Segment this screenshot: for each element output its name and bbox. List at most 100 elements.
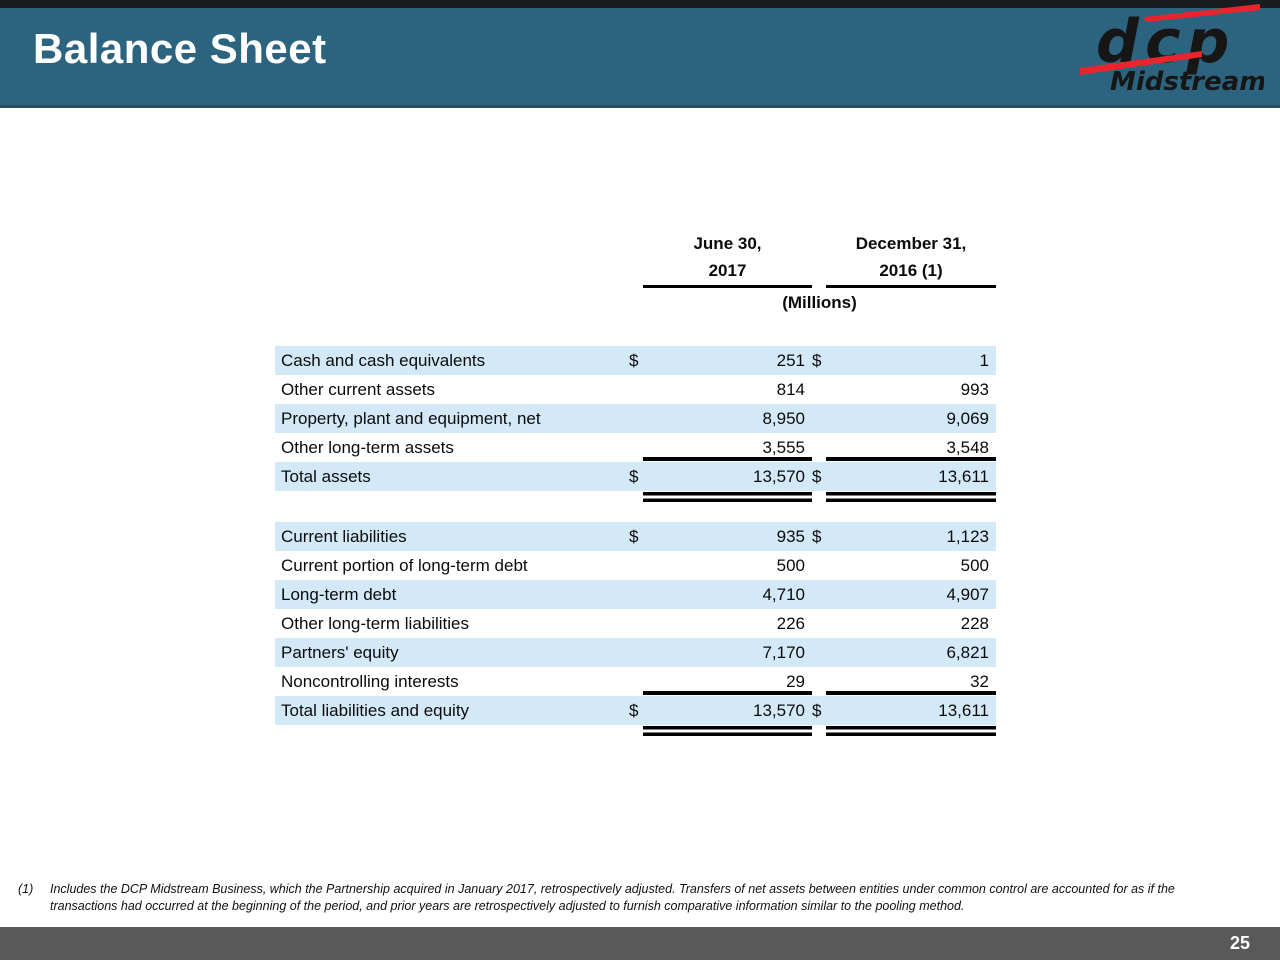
table-row: Partners' equity 7,170 6,821: [275, 638, 996, 667]
value-jun-2017: 4,710: [643, 580, 812, 609]
value-dec-2016: $13,611: [812, 457, 996, 502]
logo-bottom-swoosh: [1080, 51, 1202, 75]
cell-value: 3,548: [946, 438, 989, 457]
cell-value: 3,555: [762, 438, 805, 457]
cell-value: 500: [960, 556, 989, 575]
slide-header: [0, 8, 1280, 108]
value-jun-2017: 3,555: [643, 433, 812, 462]
value-jun-2017: 7,170: [643, 638, 812, 667]
row-label: Noncontrolling interests: [281, 672, 459, 691]
footnote-text: Includes the DCP Midstream Business, whi…: [50, 882, 1175, 913]
logo-midstream-text: Midstream.: [1110, 67, 1264, 97]
column-header-line1: June 30,: [693, 234, 762, 253]
value-jun-2017: 8,950: [643, 404, 812, 433]
column-gap: [812, 580, 826, 609]
value-jun-2017: $935: [629, 522, 812, 551]
value-dec-2016: 3,548: [826, 433, 996, 462]
assets-section: Cash and cash equivalents $251 $1 Other …: [275, 346, 996, 502]
dollar-sign: $: [812, 351, 822, 370]
cell-value: 6,821: [946, 643, 989, 662]
value-jun-2017: 814: [643, 375, 812, 404]
footer-bar: 25: [0, 927, 1280, 960]
column-header-line2: 2016 (1): [879, 261, 943, 280]
footnote: (1) Includes the DCP Midstream Business,…: [18, 881, 1244, 915]
dcp-logo-graphic: dcp Midstream.: [1080, 4, 1276, 97]
cell-value: 814: [776, 380, 805, 399]
value-dec-2016: 4,907: [826, 580, 996, 609]
dollar-sign: $: [812, 467, 822, 486]
value-jun-2017: 226: [643, 609, 812, 638]
value-jun-2017: 29: [643, 667, 812, 696]
table-row: Cash and cash equivalents $251 $1: [275, 346, 996, 375]
column-header-december-2016: December 31, 2016 (1): [826, 230, 996, 288]
column-header-line1: December 31,: [855, 234, 967, 253]
cell-value: 993: [960, 380, 989, 399]
column-gap: [812, 609, 826, 638]
cell-value: 29: [786, 672, 805, 691]
value-dec-2016: 228: [826, 609, 996, 638]
cell-value: 13,570: [753, 701, 805, 720]
row-label: Long-term debt: [281, 585, 397, 604]
cell-value: 7,170: [762, 643, 805, 662]
row-label: Partners' equity: [281, 643, 399, 662]
value-dec-2016: 6,821: [826, 638, 996, 667]
dollar-sign: $: [629, 467, 639, 486]
dollar-sign: $: [812, 701, 822, 720]
balance-sheet-table: Cash and cash equivalents $251 $1 Other …: [275, 346, 996, 736]
table-row: Current liabilities $935 $1,123: [275, 522, 996, 551]
table-row: Current portion of long-term debt 500 50…: [275, 551, 996, 580]
value-dec-2016: $1: [812, 346, 996, 375]
value-jun-2017: $13,570: [629, 691, 812, 736]
cell-value: 9,069: [946, 409, 989, 428]
liabilities-section: Current liabilities $935 $1,123 Current …: [275, 522, 996, 736]
value-jun-2017: $251: [629, 346, 812, 375]
value-dec-2016: $13,611: [812, 691, 996, 736]
page-number: 25: [1229, 933, 1250, 953]
column-gap: [812, 551, 826, 580]
row-label: Cash and cash equivalents: [281, 351, 486, 370]
row-label: Other long-term liabilities: [281, 614, 470, 633]
value-dec-2016: $1,123: [812, 522, 996, 551]
cell-value: 32: [970, 672, 989, 691]
dollar-sign: $: [629, 527, 639, 546]
footnote-marker: (1): [18, 882, 34, 896]
units-label: (Millions): [782, 293, 857, 312]
value-dec-2016: 9,069: [826, 404, 996, 433]
column-gap: [812, 638, 826, 667]
row-label: Total liabilities and equity: [281, 701, 470, 720]
column-gap: [812, 667, 826, 696]
table-row: Property, plant and equipment, net 8,950…: [275, 404, 996, 433]
dollar-sign: $: [629, 351, 639, 370]
total-assets-row: Total assets $13,570 $13,611: [275, 457, 996, 502]
column-header-line2: 2017: [708, 261, 747, 280]
total-liabilities-equity-row: Total liabilities and equity $13,570 $13…: [275, 691, 996, 736]
table-row: Noncontrolling interests 29 32: [275, 667, 996, 696]
column-gap: [812, 230, 826, 288]
table-row: Other long-term assets 3,555 3,548: [275, 433, 996, 462]
row-label: Other long-term assets: [281, 438, 454, 457]
table-row: Other current assets 814 993: [275, 375, 996, 404]
value-dec-2016: 32: [826, 667, 996, 696]
column-gap: [812, 404, 826, 433]
column-gap: [812, 433, 826, 462]
top-black-bar: [0, 0, 1280, 8]
row-label: Current portion of long-term debt: [281, 556, 528, 575]
cell-value: 1: [979, 351, 989, 370]
value-dec-2016: 993: [826, 375, 996, 404]
cell-value: 228: [960, 614, 989, 633]
column-gap: [812, 375, 826, 404]
cell-value: 13,570: [753, 467, 805, 486]
cell-value: 935: [776, 527, 805, 546]
page-title: Balance Sheet: [33, 25, 327, 72]
cell-value: 500: [776, 556, 805, 575]
table-row: Other long-term liabilities 226 228: [275, 609, 996, 638]
cell-value: 4,907: [946, 585, 989, 604]
cell-value: 1,123: [946, 527, 989, 546]
value-jun-2017: 500: [643, 551, 812, 580]
value-dec-2016: 500: [826, 551, 996, 580]
row-label: Property, plant and equipment, net: [281, 409, 541, 428]
cell-value: 226: [776, 614, 805, 633]
row-label: Current liabilities: [281, 527, 407, 546]
table-row: Long-term debt 4,710 4,907: [275, 580, 996, 609]
